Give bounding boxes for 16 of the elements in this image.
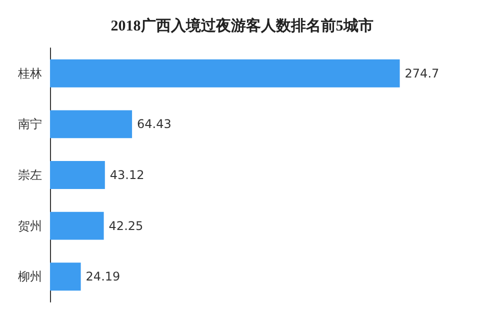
data-label: 42.25 <box>108 218 144 233</box>
y-tick-label: 贺州 <box>18 218 42 233</box>
data-label: 64.43 <box>137 117 172 132</box>
data-label: 24.19 <box>86 270 120 284</box>
y-tick-label: 桂林 <box>17 66 42 80</box>
chart-title: 2018广西入境过夜游客人数排名前5城市 <box>110 16 374 34</box>
bar <box>50 110 132 138</box>
bar <box>50 161 105 189</box>
bar <box>50 262 81 291</box>
data-label: 274.7 <box>404 66 440 80</box>
y-tick-label: 柳州 <box>18 270 42 284</box>
y-tick-label: 崇左 <box>18 168 42 182</box>
y-tick-label: 南宁 <box>18 117 42 132</box>
bar <box>50 59 400 88</box>
data-label: 43.12 <box>110 168 144 182</box>
bar <box>50 212 104 240</box>
